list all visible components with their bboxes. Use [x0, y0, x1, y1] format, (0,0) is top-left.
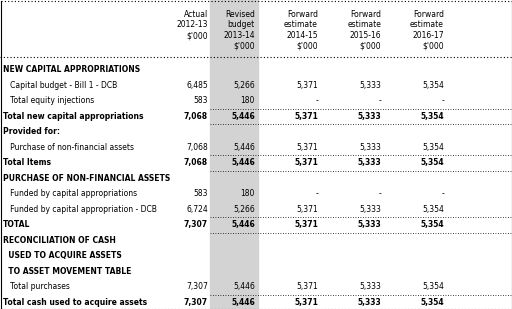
Text: budget: budget: [228, 20, 255, 29]
Text: 5,333: 5,333: [359, 81, 381, 90]
Text: 6,724: 6,724: [186, 205, 208, 214]
Text: Capital budget - Bill 1 - DCB: Capital budget - Bill 1 - DCB: [3, 81, 117, 90]
Text: 5,371: 5,371: [294, 220, 318, 229]
Text: 5,354: 5,354: [422, 205, 444, 214]
Text: 5,371: 5,371: [296, 282, 318, 291]
Text: 5,266: 5,266: [233, 81, 255, 90]
Text: Total new capital appropriations: Total new capital appropriations: [3, 112, 143, 121]
Text: 5,371: 5,371: [296, 81, 318, 90]
Text: 5,446: 5,446: [231, 298, 255, 307]
Text: PURCHASE OF NON-FINANCIAL ASSETS: PURCHASE OF NON-FINANCIAL ASSETS: [3, 174, 170, 183]
Text: estimate: estimate: [284, 20, 318, 29]
Text: 5,333: 5,333: [357, 158, 381, 167]
Text: estimate: estimate: [347, 20, 381, 29]
Text: NEW CAPITAL APPROPRIATIONS: NEW CAPITAL APPROPRIATIONS: [3, 65, 140, 74]
Text: 5,333: 5,333: [357, 298, 381, 307]
Text: Total cash used to acquire assets: Total cash used to acquire assets: [3, 298, 147, 307]
Text: 5,354: 5,354: [422, 282, 444, 291]
Text: 7,307: 7,307: [184, 220, 208, 229]
Text: 5,266: 5,266: [233, 205, 255, 214]
Text: 5,333: 5,333: [357, 112, 381, 121]
Text: 5,333: 5,333: [359, 282, 381, 291]
Text: USED TO ACQUIRE ASSETS: USED TO ACQUIRE ASSETS: [3, 251, 122, 260]
Text: 7,068: 7,068: [186, 143, 208, 152]
Text: Forward: Forward: [287, 10, 318, 19]
Text: 6,485: 6,485: [186, 81, 208, 90]
Text: Actual: Actual: [184, 10, 208, 19]
Text: 5,354: 5,354: [420, 220, 444, 229]
Text: 180: 180: [241, 96, 255, 105]
Text: 5,354: 5,354: [422, 81, 444, 90]
Text: 5,354: 5,354: [420, 158, 444, 167]
Text: 5,333: 5,333: [359, 143, 381, 152]
Text: Purchase of non-financial assets: Purchase of non-financial assets: [3, 143, 134, 152]
Text: 5,446: 5,446: [231, 112, 255, 121]
Text: Forward: Forward: [350, 10, 381, 19]
Text: 2016-17: 2016-17: [412, 31, 444, 40]
Text: 7,068: 7,068: [184, 158, 208, 167]
Text: 5,446: 5,446: [233, 143, 255, 152]
Text: 5,446: 5,446: [233, 282, 255, 291]
Text: 5,371: 5,371: [296, 205, 318, 214]
Text: -: -: [315, 189, 318, 198]
Text: $'000: $'000: [359, 42, 381, 51]
Text: 7,307: 7,307: [184, 298, 208, 307]
Text: 2015-16: 2015-16: [349, 31, 381, 40]
Text: 5,446: 5,446: [231, 220, 255, 229]
Text: 5,333: 5,333: [357, 220, 381, 229]
Text: 5,354: 5,354: [422, 143, 444, 152]
Text: 7,307: 7,307: [186, 282, 208, 291]
Text: 5,333: 5,333: [359, 205, 381, 214]
Text: Total purchases: Total purchases: [3, 282, 70, 291]
Text: Provided for:: Provided for:: [3, 127, 60, 136]
Text: -: -: [315, 96, 318, 105]
Text: 5,371: 5,371: [294, 158, 318, 167]
Text: $'000: $'000: [233, 42, 255, 51]
Text: 5,446: 5,446: [231, 158, 255, 167]
Text: 583: 583: [194, 96, 208, 105]
Text: 2012-13: 2012-13: [177, 20, 208, 29]
Text: 2014-15: 2014-15: [286, 31, 318, 40]
Text: 5,371: 5,371: [296, 143, 318, 152]
Text: Total Items: Total Items: [3, 158, 51, 167]
Text: -: -: [378, 96, 381, 105]
Text: 5,371: 5,371: [294, 298, 318, 307]
Text: -: -: [441, 189, 444, 198]
Text: 5,371: 5,371: [294, 112, 318, 121]
Text: -: -: [378, 189, 381, 198]
Text: $'000: $'000: [422, 42, 444, 51]
Text: TOTAL: TOTAL: [3, 220, 30, 229]
Text: 583: 583: [194, 189, 208, 198]
Text: -: -: [441, 96, 444, 105]
Text: Revised: Revised: [225, 10, 255, 19]
Text: $'000: $'000: [186, 31, 208, 40]
Bar: [210, 0, 258, 309]
Text: estimate: estimate: [410, 20, 444, 29]
Text: 5,354: 5,354: [420, 298, 444, 307]
Text: 7,068: 7,068: [184, 112, 208, 121]
Text: 180: 180: [241, 189, 255, 198]
Text: RECONCILIATION OF CASH: RECONCILIATION OF CASH: [3, 236, 116, 245]
Text: Total equity injections: Total equity injections: [3, 96, 94, 105]
Text: Funded by capital appropriations: Funded by capital appropriations: [3, 189, 137, 198]
Text: 5,354: 5,354: [420, 112, 444, 121]
Text: Forward: Forward: [413, 10, 444, 19]
Text: $'000: $'000: [296, 42, 318, 51]
Text: TO ASSET MOVEMENT TABLE: TO ASSET MOVEMENT TABLE: [3, 267, 132, 276]
Text: 2013-14: 2013-14: [223, 31, 255, 40]
Text: Funded by capital appropriation - DCB: Funded by capital appropriation - DCB: [3, 205, 157, 214]
